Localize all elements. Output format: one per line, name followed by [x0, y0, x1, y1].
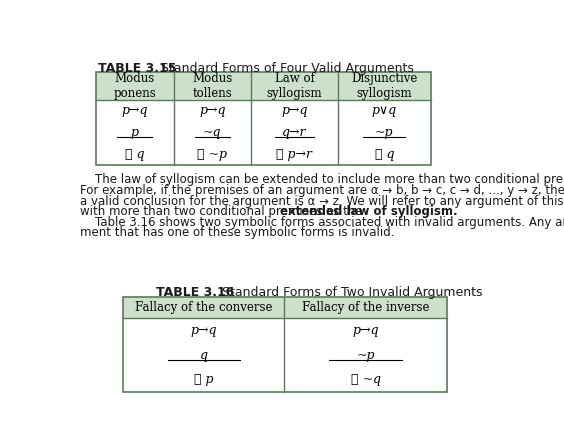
- Text: Modus
tollens: Modus tollens: [192, 72, 232, 101]
- Text: Modus
ponens: Modus ponens: [113, 72, 156, 101]
- Text: p→q: p→q: [352, 324, 379, 337]
- Text: q: q: [200, 349, 208, 361]
- Text: Fallacy of the converse: Fallacy of the converse: [135, 301, 272, 314]
- Text: p∨q: p∨q: [372, 104, 397, 118]
- Text: Table 3.16 shows two symbolic forms associated with invalid arguments. Any argu-: Table 3.16 shows two symbolic forms asso…: [80, 216, 564, 229]
- Text: The law of syllogism can be extended to include more than two conditional premis: The law of syllogism can be extended to …: [80, 173, 564, 186]
- Text: extended law of syllogism.: extended law of syllogism.: [280, 205, 457, 218]
- Text: ∴ ~p: ∴ ~p: [197, 148, 227, 160]
- Text: ∴ ~q: ∴ ~q: [351, 373, 381, 386]
- Text: For example, if the premises of an argument are α → b, b → c, c → d, ..., y → z,: For example, if the premises of an argum…: [80, 184, 564, 197]
- Text: ~p: ~p: [375, 126, 394, 139]
- Text: p→q: p→q: [122, 104, 148, 118]
- Bar: [123, 297, 284, 318]
- Text: p→q: p→q: [199, 104, 226, 118]
- Bar: [338, 73, 431, 100]
- Text: p→q: p→q: [191, 324, 217, 337]
- Text: TABLE 3.16: TABLE 3.16: [156, 286, 234, 299]
- Text: ment that has one of these symbolic forms is invalid.: ment that has one of these symbolic form…: [80, 226, 394, 239]
- Text: q→r: q→r: [282, 126, 307, 139]
- Bar: [96, 73, 174, 100]
- Text: ∴ q: ∴ q: [125, 148, 144, 160]
- Bar: [123, 297, 447, 392]
- Text: Standard Forms of Four Valid Arguments: Standard Forms of Four Valid Arguments: [153, 62, 415, 75]
- Text: Disjunctive
syllogism: Disjunctive syllogism: [351, 72, 417, 101]
- Text: ∴ q: ∴ q: [374, 148, 394, 160]
- Text: ~q: ~q: [203, 126, 222, 139]
- Text: Fallacy of the inverse: Fallacy of the inverse: [302, 301, 430, 314]
- Bar: [96, 73, 431, 165]
- Bar: [174, 73, 251, 100]
- Text: ~p: ~p: [356, 349, 375, 361]
- Text: p→q: p→q: [281, 104, 308, 118]
- Text: ∴ p→r: ∴ p→r: [276, 148, 312, 160]
- Text: with more than two conditional premises as the: with more than two conditional premises …: [80, 205, 366, 218]
- Text: Law of
syllogism: Law of syllogism: [267, 72, 322, 101]
- Bar: [284, 297, 447, 318]
- Text: TABLE 3.15: TABLE 3.15: [98, 62, 176, 75]
- Text: Standard Forms of Two Invalid Arguments: Standard Forms of Two Invalid Arguments: [214, 286, 482, 299]
- Text: p: p: [131, 126, 139, 139]
- Text: a valid conclusion for the argument is α → z. We will refer to any argument of t: a valid conclusion for the argument is α…: [80, 194, 564, 208]
- Bar: [251, 73, 338, 100]
- Text: ∴ p: ∴ p: [194, 373, 214, 386]
